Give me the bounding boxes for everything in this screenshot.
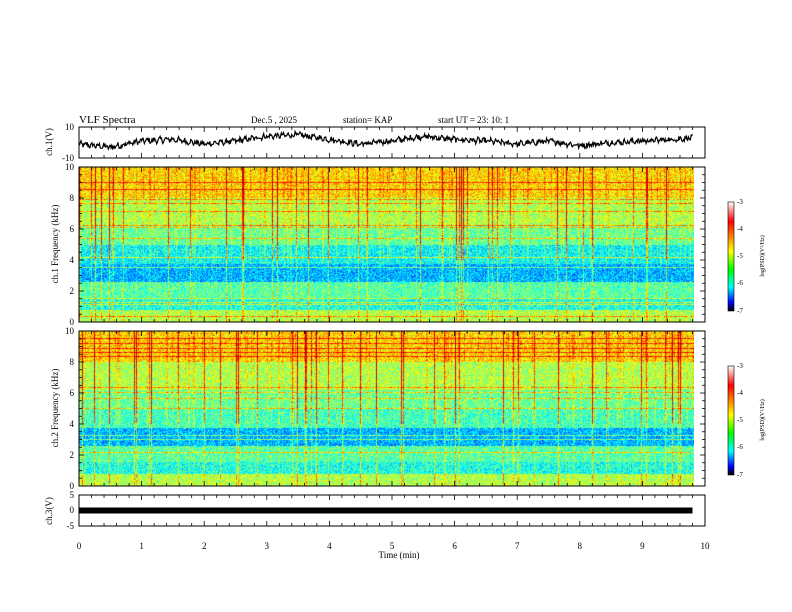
- xtick-3: 3: [265, 541, 270, 551]
- ch3-ytick-5: 5: [70, 490, 75, 500]
- time-axis-label: Time (min): [379, 550, 420, 560]
- ch2-cb-tick-m5: -5: [737, 416, 743, 424]
- xtick-7: 7: [515, 541, 520, 551]
- ch3-waveform-panel: 5 0 -5 ch.3(V) 0 1 2 3 4 5 6 7 8 9 10 Ti…: [44, 490, 710, 560]
- ch2-spec-ylabel: ch.2 Frequency (kHz): [50, 369, 60, 448]
- ch1-x-ticks: [78, 127, 706, 158]
- ch1-freq-tick-0: 0: [70, 317, 75, 327]
- ch1-spec-ylabel: ch.1 Frequency (kHz): [50, 205, 60, 284]
- ch1-cb-tick-m6: -6: [737, 279, 743, 287]
- ch2-colorbar-gradient: [728, 366, 734, 475]
- ch3-x-ticks: [78, 495, 706, 526]
- ch1-freq-tick-6: 6: [70, 224, 75, 234]
- ch2-spec-ticks: [78, 330, 706, 487]
- ch3-ytick-m5: -5: [67, 521, 75, 531]
- ch1-ytick-bottom: -10: [62, 153, 74, 163]
- ch1-spec-ticks: [78, 166, 706, 323]
- ch1-waveform-panel: 10 -10 ch.1(V): [44, 122, 706, 163]
- date-label: Dec.5 , 2025: [251, 115, 297, 125]
- ch2-colorbar-frame: [727, 365, 735, 476]
- ch2-freq-tick-8: 8: [70, 357, 75, 367]
- ch1-ylabel: ch.1(V): [44, 128, 54, 156]
- ch2-colorbar-label: log(PSD)(V²/Hz): [759, 399, 766, 440]
- ch1-waveform-line: [78, 129, 694, 151]
- ch1-colorbar-gradient: [728, 202, 734, 311]
- ch1-cb-tick-m5: -5: [737, 252, 743, 260]
- ch2-cb-tick-m6: -6: [737, 443, 743, 451]
- ch1-cb-tick-m4: -4: [737, 225, 743, 233]
- ch2-freq-tick-0: 0: [70, 481, 75, 491]
- ch1-freq-tick-10: 10: [65, 162, 75, 172]
- ch1-cb-tick-m3: -3: [737, 198, 743, 206]
- ch1-spectrogram-image: [79, 167, 694, 322]
- ch1-ytick-top: 10: [65, 122, 75, 132]
- station-label: station= KAP: [343, 115, 392, 125]
- start-ut-label: start UT = 23: 10: 1: [438, 115, 509, 125]
- ch2-cb-tick-m4: -4: [737, 389, 743, 397]
- ch2-freq-tick-4: 4: [70, 419, 75, 429]
- xtick-4: 4: [327, 541, 332, 551]
- ch2-freq-tick-10: 10: [65, 326, 75, 336]
- ch1-colorbar-label: log(PSD)(V²/Hz): [759, 235, 766, 276]
- xtick-9: 9: [640, 541, 645, 551]
- ch2-spectrogram-image: [79, 331, 694, 486]
- ch1-cb-tick-m7: -7: [737, 307, 743, 315]
- ch1-freq-tick-8: 8: [70, 193, 75, 203]
- xtick-10: 10: [701, 541, 711, 551]
- xtick-0: 0: [77, 541, 82, 551]
- ch2-freq-tick-6: 6: [70, 388, 75, 398]
- time-axis-tick-labels: 0 1 2 3 4 5 6 7 8 9 10: [77, 541, 710, 551]
- ch3-constant-line: [79, 507, 693, 514]
- ch2-spectrogram-panel: 10 8 6 4 2 0 ch.2 Frequency (kHz): [50, 326, 706, 491]
- xtick-5: 5: [390, 541, 395, 551]
- ch2-cb-tick-m3: -3: [737, 362, 743, 370]
- ch3-ytick-0: 0: [70, 505, 75, 515]
- ch1-colorbar: -3 -4 -5 -6 -7 log(PSD)(V²/Hz): [727, 198, 766, 315]
- ch1-freq-tick-4: 4: [70, 255, 75, 265]
- xtick-8: 8: [578, 541, 583, 551]
- xtick-1: 1: [139, 541, 144, 551]
- ch2-colorbar: -3 -4 -5 -6 -7 log(PSD)(V²/Hz): [727, 362, 766, 479]
- ch1-freq-tick-2: 2: [70, 286, 75, 296]
- ch2-freq-tick-2: 2: [70, 450, 75, 460]
- figure-title: VLF Spectra: [79, 114, 136, 126]
- xtick-6: 6: [452, 541, 457, 551]
- ch1-spectrogram-panel: 10 8 6 4 2 0 ch.1 Frequency (kHz): [50, 162, 706, 327]
- xtick-2: 2: [202, 541, 207, 551]
- ch2-cb-tick-m7: -7: [737, 471, 743, 479]
- ch3-ylabel: ch.3(V): [44, 497, 54, 525]
- ch1-colorbar-frame: [727, 201, 735, 312]
